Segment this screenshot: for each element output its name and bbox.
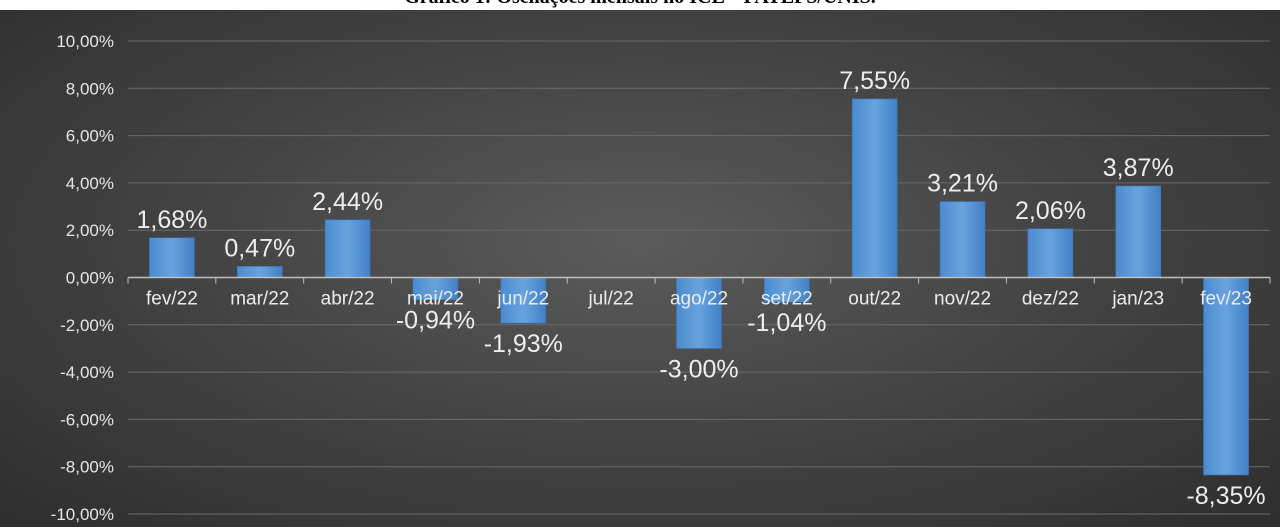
x-category-label: mar/22 xyxy=(230,289,289,310)
bar-dez-22 xyxy=(1027,228,1074,278)
data-label: 3,87% xyxy=(1103,154,1174,182)
y-axis-tick-labels: 10,00% 8,00% 6,00% 4,00% 2,00% 0,00% -2,00% -4,… xyxy=(51,32,114,524)
chart-area: 10,00% 8,00% 6,00% 4,00% 2,00% 0,00% -2,00% -4,… xyxy=(0,10,1280,527)
x-category-label: fev/23 xyxy=(1200,289,1252,310)
bar-abr-22 xyxy=(324,219,371,278)
data-label: 2,44% xyxy=(312,188,383,216)
y-tick-label: -6,00% xyxy=(60,410,114,429)
data-label: -3,00% xyxy=(659,355,738,383)
bar-out-22 xyxy=(851,98,898,278)
data-label: -0,94% xyxy=(396,307,475,335)
data-label: 7,55% xyxy=(839,67,910,95)
bar-jan-23 xyxy=(1115,185,1162,278)
data-label: -8,35% xyxy=(1186,482,1265,510)
bars xyxy=(149,98,1249,476)
chart-title: Gráfico 1: Oscilações mensais no ICL – F… xyxy=(0,0,1280,10)
data-label: -1,93% xyxy=(484,330,563,358)
bar-set-22 xyxy=(764,277,810,303)
data-label: 3,21% xyxy=(927,170,998,198)
bar-ago-22 xyxy=(676,277,722,349)
x-category-label: nov/22 xyxy=(934,289,991,310)
y-tick-label: 0,00% xyxy=(66,269,114,288)
x-category-label: out/22 xyxy=(848,289,901,310)
y-tick-label: 8,00% xyxy=(66,79,114,98)
y-tick-label: 2,00% xyxy=(66,221,114,240)
x-category-label: mai/22 xyxy=(407,289,464,310)
bar-fev-22 xyxy=(149,237,195,278)
x-category-label: jan/23 xyxy=(1111,289,1164,310)
y-tick-label: -4,00% xyxy=(60,363,114,382)
x-axis xyxy=(127,276,1271,284)
data-label: 1,68% xyxy=(136,206,207,234)
y-tick-label: 10,00% xyxy=(56,32,114,51)
x-category-label: ago/22 xyxy=(670,289,728,310)
y-tick-label: 6,00% xyxy=(66,127,114,146)
y-tick-label: -2,00% xyxy=(60,316,114,335)
y-tick-label: 4,00% xyxy=(66,174,114,193)
bar-jun-22 xyxy=(500,277,547,324)
x-category-label: fev/22 xyxy=(146,289,198,310)
x-category-label: abr/22 xyxy=(321,289,375,310)
bar-fev-23 xyxy=(1203,277,1249,476)
data-labels: 1,68% 0,47% 2,44% -0,94% -1,93% -3,00% -1,04% 7… xyxy=(136,67,1265,510)
data-label: 0,47% xyxy=(224,234,295,262)
x-category-label: jul/22 xyxy=(587,289,633,310)
data-label: 2,06% xyxy=(1015,197,1086,225)
y-tick-label: -10,00% xyxy=(51,505,114,524)
y-tick-label: -8,00% xyxy=(60,458,114,477)
x-category-label: dez/22 xyxy=(1022,289,1079,310)
bar-chart: 10,00% 8,00% 6,00% 4,00% 2,00% 0,00% -2,00% -4,… xyxy=(51,32,1271,524)
data-label: -1,04% xyxy=(747,309,826,337)
x-category-label: set/22 xyxy=(761,289,813,310)
bar-nov-22 xyxy=(939,201,986,278)
bar-mar-22 xyxy=(236,266,283,278)
x-category-label: jun/22 xyxy=(496,289,549,310)
x-axis-category-labels: fev/22 mar/22 abr/22 mai/22 jun/22 jul/22 ago/… xyxy=(146,289,1252,310)
